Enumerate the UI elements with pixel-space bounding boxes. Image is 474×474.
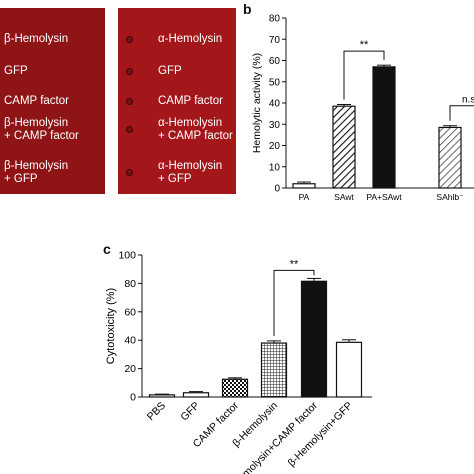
bar (438, 126, 462, 189)
bar (182, 392, 210, 398)
significance-bracket (273, 269, 315, 336)
beta-plate-label-3: β-Hemolysin + CAMP factor (4, 117, 79, 143)
bar (332, 105, 356, 189)
y-tick-label: 0 (130, 392, 136, 404)
hemolytic-activity-chart: 0 10 20 30 40 50 60 70 80 Hemolytic activity (%) P… (251, 14, 474, 200)
alpha-plate-label-line2: + GFP (158, 173, 192, 185)
alpha-plate-label-3: α-Hemolysin + CAMP factor (158, 117, 233, 143)
panel-letter-c: c (103, 241, 111, 257)
alpha-plate-label-line1: GFP (158, 65, 182, 77)
bar (292, 183, 316, 189)
beta-plate-label-line2: + CAMP factor (4, 130, 79, 142)
y-tick-label: 20 (124, 363, 136, 375)
beta-plate-label-4: β-Hemolysin + GFP (4, 160, 68, 186)
beta-plate-label-line1: CAMP factor (4, 95, 69, 107)
significance-label: ** (360, 39, 369, 51)
beta-plate-label-2: CAMP factor (4, 95, 69, 108)
x-tick-label: SAhlb⁻ (436, 192, 464, 200)
y-axis-label: Hemolytic activity (%) (251, 53, 263, 153)
y-tick-label: 100 (118, 250, 136, 262)
beta-plate-label-line2: + GFP (4, 173, 38, 185)
alpha-plate-label-0: α-Hemolysin (158, 33, 222, 46)
alpha-plate-label-line1: α-Hemolysin (158, 117, 223, 129)
x-tick-label: SAwt (334, 192, 354, 200)
alpha-plate-label-line1: CAMP factor (158, 95, 223, 107)
alpha-plate-well (126, 98, 133, 105)
x-tick-label: β-Hemolysin+GFP (286, 400, 355, 469)
y-tick-label: 80 (124, 278, 136, 290)
y-tick-label: 40 (269, 99, 281, 110)
alpha-plate-well (126, 68, 133, 75)
alpha-plate-label-line1: α-Hemolysin (158, 160, 223, 172)
alpha-plate-label-2: CAMP factor (158, 95, 223, 108)
x-tick-label: GFP (178, 400, 202, 424)
y-tick-label: 70 (269, 35, 281, 46)
y-tick-label: 0 (274, 184, 280, 195)
beta-plate-label-line1: β-Hemolysin (4, 160, 69, 172)
beta-plate-label-0: β-Hemolysin (4, 33, 68, 46)
significance-bracket (343, 50, 385, 100)
panel-letter-b: b (243, 1, 252, 17)
y-tick-label: 30 (269, 120, 281, 131)
significance-label: ** (290, 258, 299, 270)
y-tick-label: 20 (269, 141, 281, 152)
alpha-plate-well (126, 169, 133, 176)
bar (260, 342, 288, 398)
y-axis-label: Cytotoxicity (%) (105, 288, 117, 364)
bar (372, 66, 396, 189)
x-tick-label: PA+SAwt (366, 192, 402, 200)
alpha-plate-label-line1: α-Hemolysin (158, 33, 223, 45)
y-tick-label: 60 (124, 306, 136, 318)
beta-plate-label-line1: GFP (4, 65, 28, 77)
blood-agar-plate-beta: β-Hemolysin GFP CAMP factor β-Hemolysin + CA… (0, 8, 105, 194)
alpha-plate-label-1: GFP (158, 65, 182, 78)
bar (148, 394, 176, 398)
y-tick-label: 60 (269, 56, 281, 67)
alpha-plate-well (126, 36, 133, 43)
significance-bracket (449, 105, 474, 121)
bar (221, 378, 249, 398)
alpha-plate-well (126, 126, 133, 133)
beta-plate-label-line1: β-Hemolysin (4, 33, 69, 45)
y-tick-label: 50 (269, 77, 281, 88)
beta-plate-label-line1: β-Hemolysin (4, 117, 69, 129)
y-tick-label: 40 (124, 335, 136, 347)
x-tick-label: PA (299, 192, 310, 200)
bar (335, 341, 363, 398)
y-tick-label: 80 (269, 14, 281, 25)
blood-agar-plate-alpha: α-Hemolysin GFP CAMP factor α-Hemolysin + CA… (118, 8, 236, 194)
y-tick-label: 10 (269, 162, 281, 173)
x-tick-label: PBS (145, 400, 168, 423)
significance-label: n.s (462, 95, 474, 106)
alpha-plate-label-4: α-Hemolysin + GFP (158, 160, 222, 186)
alpha-plate-label-line2: + CAMP factor (158, 130, 233, 142)
beta-plate-label-1: GFP (4, 65, 28, 78)
bar (300, 280, 328, 398)
